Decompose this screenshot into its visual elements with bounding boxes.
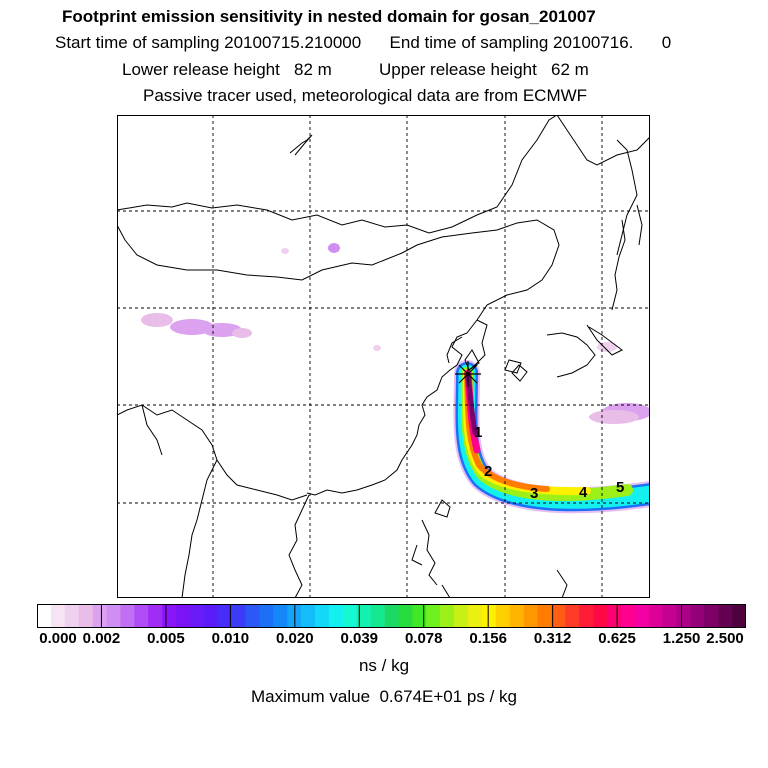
colorbar-cell — [92, 604, 107, 628]
colorbar-cell — [370, 604, 385, 628]
colorbar-cell — [64, 604, 79, 628]
colorbar-tick-label: 0.010 — [211, 630, 250, 647]
colorbar-cell — [495, 604, 510, 628]
colorbar-cell — [676, 604, 691, 628]
day-label: 5 — [616, 479, 624, 496]
colorbar-cell — [106, 604, 121, 628]
day-label: 2 — [484, 463, 492, 480]
colorbar-cell — [454, 604, 469, 628]
colorbar-cell — [440, 604, 455, 628]
star-icon — [455, 361, 481, 387]
colorbar-tick-label: 0.312 — [533, 630, 572, 647]
colorbar-cell — [412, 604, 427, 628]
colorbar-cell — [176, 604, 191, 628]
colorbar-cell — [551, 604, 566, 628]
colorbar-cell — [606, 604, 622, 628]
weak-sensitivity-patches — [141, 243, 650, 424]
colorbar-cell — [342, 604, 358, 628]
colorbar-cell — [718, 604, 733, 628]
figure-title: Footprint emission sensitivity in nested… — [62, 7, 596, 26]
colorbar-cell — [384, 604, 399, 628]
colorbar-cell — [662, 604, 677, 628]
colorbar-units: ns / kg — [358, 656, 410, 675]
day-label: 3 — [530, 485, 538, 502]
day-label: 4 — [579, 484, 588, 501]
colorbar-cell — [50, 604, 66, 628]
colorbar-cell — [732, 604, 746, 628]
graticule — [117, 115, 650, 598]
colorbar-cell — [704, 604, 719, 628]
colorbar-cell — [426, 604, 441, 628]
colorbar-tick-label: 0.002 — [82, 630, 121, 647]
release-height-line: Lower release height 82 m Upper release … — [122, 60, 589, 79]
colorbar-cell — [203, 604, 219, 628]
colorbar-cell — [509, 604, 524, 628]
colorbar-cell — [593, 604, 608, 628]
sampling-time-line: Start time of sampling 20100715.210000 E… — [55, 33, 672, 52]
colorbar-cell — [162, 604, 177, 628]
day-label: 1 — [474, 424, 482, 441]
colorbar-cell — [217, 604, 232, 628]
colorbar-cell — [565, 604, 580, 628]
colorbar-cell — [481, 604, 497, 628]
colorbar-cell — [690, 604, 705, 628]
colorbar-cell — [189, 604, 205, 628]
colorbar-cell — [134, 604, 149, 628]
colorbar-cell — [648, 604, 663, 628]
colorbar-cell — [78, 604, 93, 628]
coastlines — [117, 115, 650, 598]
tracer-info-line: Passive tracer used, meteorological data… — [143, 86, 588, 105]
maximum-value-label: Maximum value 0.674E+01 ps / kg — [251, 687, 517, 706]
colorbar-tick-label: 0.625 — [598, 630, 636, 647]
colorbar-cell — [301, 604, 316, 628]
colorbar-cell — [523, 604, 538, 628]
colorbar-cell — [467, 604, 483, 628]
colorbar — [37, 604, 746, 628]
colorbar-tick-label: 0.020 — [276, 630, 314, 647]
colorbar-cell — [579, 604, 594, 628]
colorbar-cell — [634, 604, 649, 628]
colorbar-tick-label: 0.005 — [147, 630, 185, 647]
colorbar-cell — [37, 604, 52, 628]
colorbar-cell — [245, 604, 260, 628]
footprint-map: 1 2 3 4 5 — [117, 115, 650, 598]
colorbar-cell — [231, 604, 246, 628]
colorbar-cell — [537, 604, 552, 628]
colorbar-cell — [120, 604, 135, 628]
colorbar-cell — [273, 604, 288, 628]
colorbar-tick-label: 0.078 — [404, 630, 443, 647]
colorbar-cell — [356, 604, 371, 628]
colorbar-cell — [148, 604, 163, 628]
colorbar-tick-label: 0.000 — [39, 630, 77, 647]
colorbar-cell — [315, 604, 330, 628]
colorbar-cell — [259, 604, 274, 628]
colorbar-tick-label: 2.500 — [706, 630, 744, 647]
colorbar-tick-label: 0.039 — [340, 630, 379, 647]
colorbar-cell — [620, 604, 636, 628]
colorbar-tick-label: 0.156 — [469, 630, 507, 647]
colorbar-cell — [398, 604, 413, 628]
colorbar-tick-label: 1.250 — [662, 630, 701, 647]
colorbar-cell — [328, 604, 344, 628]
